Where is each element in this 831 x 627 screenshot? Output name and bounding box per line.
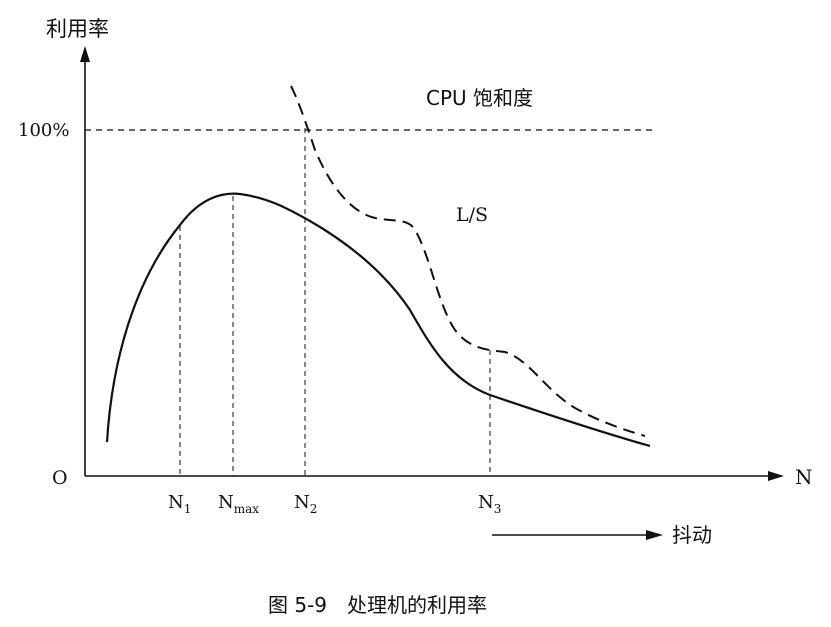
figure-caption: 图 5-9 处理机的利用率 xyxy=(268,593,487,617)
tick-n1-base: N xyxy=(168,492,184,513)
hundred-percent-label: 100% xyxy=(18,120,69,141)
thrashing-arrowhead xyxy=(646,530,663,540)
y-axis-arrowhead xyxy=(80,46,90,62)
tick-nmax-base: N xyxy=(218,492,234,513)
tick-n2: N2 xyxy=(294,492,317,516)
tick-n3-sub: 3 xyxy=(494,502,502,516)
thrashing-label: 抖动 xyxy=(672,523,712,547)
tick-n1: N1 xyxy=(168,492,191,516)
origin-label: O xyxy=(52,467,68,489)
x-axis-label: N xyxy=(795,465,813,489)
cpu-saturation-label: CPU 饱和度 xyxy=(426,86,533,110)
tick-n1-sub: 1 xyxy=(184,502,192,516)
tick-nmax: Nmax xyxy=(218,492,259,516)
y-axis-label: 利用率 xyxy=(46,17,109,41)
tick-n2-sub: 2 xyxy=(310,502,318,516)
ls-label: L/S xyxy=(456,204,488,226)
tick-n2-base: N xyxy=(294,492,310,513)
ls-curve xyxy=(290,85,646,437)
utilization-curve xyxy=(105,192,651,448)
x-axis-arrowhead xyxy=(768,471,784,481)
tick-n3-base: N xyxy=(478,492,494,513)
tick-nmax-sub: max xyxy=(234,502,260,516)
tick-n3: N3 xyxy=(478,492,501,516)
